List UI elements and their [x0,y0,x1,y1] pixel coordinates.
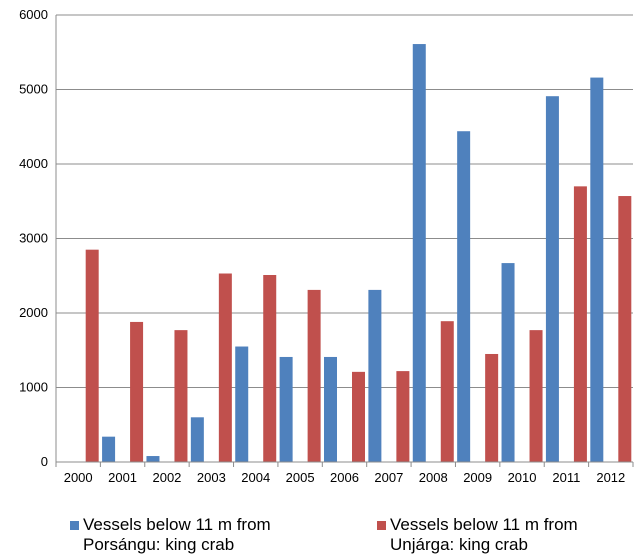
bar-unjarga-2006 [352,371,365,462]
bar-unjarga-2008 [440,321,454,462]
legend-label-unjarga: Vessels below 11 m from Unjárga: king cr… [390,515,578,555]
bar-porsangu-2001 [102,436,116,462]
x-tick-label: 2005 [286,470,315,485]
bars [85,44,632,463]
bar-porsangu-2007 [368,289,382,462]
legend-label-unjarga-line-1: Vessels below 11 m from [390,515,578,534]
x-tick-label: 2009 [463,470,492,485]
legend-label-porsangu-line-2: Porsángu: king crab [83,535,235,554]
x-tick-label: 2006 [330,470,359,485]
bar-porsangu-2011 [545,96,559,462]
bar-porsangu-2010 [501,263,515,462]
bar-unjarga-2005 [307,289,321,462]
bar-porsangu-2003 [190,417,204,462]
x-tick-label: 2002 [152,470,181,485]
x-tick-label: 2000 [64,470,93,485]
bar-unjarga-2010 [529,330,543,462]
legend-label-porsangu: Vessels below 11 m from Porsángu: king c… [83,515,271,555]
x-axis-tick-labels: 2000 2001 2002 2003 2004 2005 2006 2007 2008 2009… [64,470,626,485]
y-tick-label: 2000 [19,305,48,320]
bar-porsangu-2004 [235,346,249,462]
bar-unjarga-2011 [573,186,587,462]
x-tick-label: 2007 [374,470,403,485]
x-tick-label: 2012 [596,470,625,485]
bar-unjarga-2007 [396,371,410,462]
y-axis-tick-labels: 0 1000 2000 3000 4000 5000 6000 [19,7,48,469]
legend-swatch-porsangu [70,521,79,530]
y-tick-label: 6000 [19,7,48,22]
bar-porsangu-2006 [324,356,337,462]
x-tick-label: 2011 [552,470,580,485]
bar-porsangu-2012 [590,77,604,462]
y-tick-label: 1000 [19,380,48,395]
bar-porsangu-2002 [146,456,160,462]
bar-unjarga-2003 [218,273,232,462]
legend: Vessels below 11 m from Porsángu: king c… [0,515,639,559]
x-tick-label: 2010 [508,470,537,485]
y-tick-label: 0 [41,454,48,469]
y-tick-label: 4000 [19,156,48,171]
legend-label-unjarga-line-2: Unjárga: king crab [390,535,528,554]
y-tick-label: 5000 [19,82,48,97]
bar-unjarga-2000 [85,249,99,462]
bar-porsangu-2005 [279,356,293,462]
bar-unjarga-2002 [174,330,188,462]
bar-unjarga-2012 [618,196,632,463]
x-tick-label: 2004 [241,470,270,485]
bar-unjarga-2009 [485,353,499,462]
legend-label-porsangu-line-1: Vessels below 11 m from [83,515,271,534]
legend-item-porsangu: Vessels below 11 m from Porsángu: king c… [70,515,271,555]
bar-porsangu-2008 [412,44,426,463]
bar-unjarga-2001 [130,321,144,462]
legend-swatch-unjarga [377,521,386,530]
x-tick-label: 2008 [419,470,448,485]
x-tick-label: 2003 [197,470,226,485]
bar-porsangu-2009 [457,131,471,462]
bar-unjarga-2004 [263,275,277,462]
y-tick-label: 3000 [19,231,48,246]
legend-item-unjarga: Vessels below 11 m from Unjárga: king cr… [377,515,578,555]
axes [55,15,634,467]
x-tick-label: 2001 [108,470,137,485]
